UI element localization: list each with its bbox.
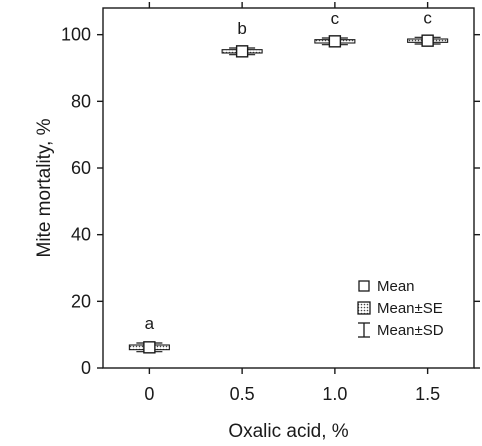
legend: Mean Mean±SE Mean±SD <box>357 278 444 339</box>
mean-marker <box>143 341 156 354</box>
legend-mean-icon <box>358 280 370 292</box>
x-tick-label: 0.5 <box>230 384 255 404</box>
x-axis-label: Oxalic acid, % <box>228 421 348 442</box>
mean-marker <box>328 35 342 48</box>
y-tick-label: 0 <box>81 358 91 378</box>
y-axis-label: Mite mortality, % <box>34 118 55 257</box>
significance-letter: a <box>145 314 155 333</box>
y-tick-label: 20 <box>71 291 91 311</box>
y-tick-label: 100 <box>61 25 91 45</box>
data-marks: a b c c <box>128 8 449 354</box>
legend-label: Mean±SE <box>377 300 443 317</box>
x-tick-label: 1.5 <box>415 384 440 404</box>
significance-letter: b <box>237 19 246 38</box>
axis-ticks: 0 20 40 60 80 100 0 0.5 1.0 1.5 <box>61 2 480 404</box>
legend-se-icon <box>357 301 371 315</box>
x-tick-label: 0 <box>144 384 154 404</box>
significance-letter: c <box>331 9 340 28</box>
legend-label: Mean±SD <box>377 322 444 339</box>
plot-area <box>102 7 475 369</box>
plot-frame <box>102 7 475 369</box>
y-tick-label: 80 <box>71 91 91 111</box>
significance-letter: c <box>423 8 432 27</box>
mean-marker <box>421 34 434 47</box>
y-tick-label: 60 <box>71 158 91 178</box>
y-tick-label: 40 <box>71 225 91 245</box>
x-tick-label: 1.0 <box>322 384 347 404</box>
mean-marker <box>235 45 249 58</box>
legend-label: Mean <box>377 278 415 295</box>
